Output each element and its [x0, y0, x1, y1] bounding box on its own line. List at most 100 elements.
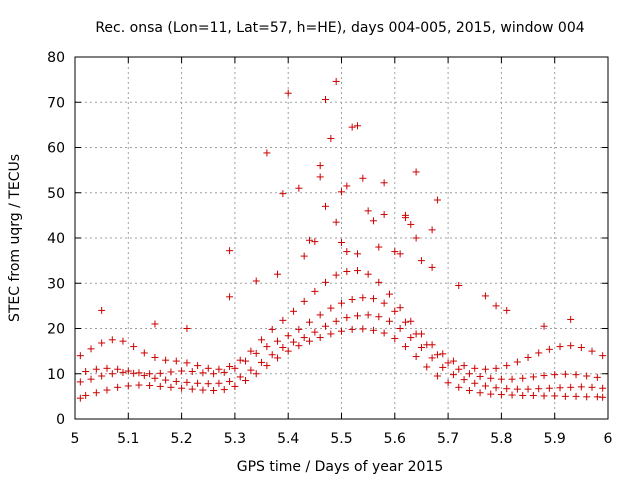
- data-point: [258, 358, 266, 366]
- data-point: [599, 352, 607, 360]
- data-point: [215, 365, 223, 373]
- data-point: [210, 386, 218, 394]
- data-point: [135, 369, 143, 377]
- data-point: [316, 162, 324, 170]
- data-point: [481, 292, 489, 300]
- data-point: [524, 385, 532, 393]
- data-point: [556, 343, 564, 351]
- data-point: [226, 247, 234, 255]
- data-point: [178, 367, 186, 375]
- data-point: [210, 370, 218, 378]
- data-point: [433, 351, 441, 359]
- data-point: [76, 394, 84, 402]
- data-point: [204, 380, 212, 388]
- data-point: [151, 374, 159, 382]
- data-point: [364, 207, 372, 215]
- data-point: [311, 238, 319, 246]
- data-point: [396, 250, 404, 258]
- data-point: [295, 184, 303, 192]
- data-point: [322, 322, 330, 330]
- data-point: [263, 343, 271, 351]
- data-point: [380, 299, 388, 307]
- data-point: [108, 336, 116, 344]
- data-point: [529, 373, 537, 381]
- data-point: [375, 243, 383, 251]
- data-point: [332, 77, 340, 85]
- data-point: [114, 383, 122, 391]
- data-point: [290, 307, 298, 315]
- data-point: [407, 220, 415, 228]
- data-point: [98, 306, 106, 314]
- data-point: [263, 362, 271, 370]
- data-point: [577, 344, 585, 352]
- data-point: [551, 371, 559, 379]
- grid-lines: [75, 57, 608, 419]
- data-point: [242, 357, 250, 365]
- data-point: [167, 368, 175, 376]
- data-point: [412, 234, 420, 242]
- x-tick-label: 5.9: [544, 431, 566, 447]
- data-point: [284, 347, 292, 355]
- data-point: [465, 370, 473, 378]
- data-point: [417, 330, 425, 338]
- data-point: [375, 313, 383, 321]
- data-point: [108, 370, 116, 378]
- data-point: [338, 188, 345, 196]
- data-point: [396, 325, 404, 332]
- data-point: [401, 214, 409, 222]
- data-point: [513, 385, 521, 393]
- data-point: [444, 359, 452, 367]
- x-tick-label: 5.5: [330, 431, 352, 447]
- data-point: [242, 377, 250, 385]
- data-point: [465, 386, 473, 394]
- data-point: [215, 379, 223, 387]
- data-point: [226, 293, 234, 301]
- data-point: [178, 384, 186, 392]
- data-point: [588, 383, 596, 391]
- data-point: [119, 368, 127, 376]
- data-point: [252, 370, 260, 378]
- data-point: [497, 375, 505, 383]
- data-point: [540, 372, 548, 380]
- data-point: [290, 338, 298, 346]
- data-point: [263, 149, 271, 157]
- y-tick-label: 50: [47, 186, 65, 202]
- data-point: [401, 343, 409, 351]
- y-axis-tick-labels: 0 10 20 30 40 50 60 70 80: [47, 50, 65, 428]
- data-point: [455, 282, 463, 290]
- data-point: [204, 364, 212, 372]
- data-point: [236, 356, 244, 364]
- data-point: [572, 371, 580, 379]
- data-point: [338, 327, 345, 335]
- data-point: [364, 270, 372, 278]
- data-point: [433, 196, 441, 204]
- data-point: [353, 250, 361, 258]
- data-point: [284, 332, 292, 340]
- data-point: [359, 174, 367, 182]
- data-point: [359, 325, 367, 333]
- data-point: [353, 267, 361, 275]
- data-point: [369, 295, 377, 303]
- x-axis-tick-labels: 5 5.1 5.2 5.3 5.4 5.5 5.6 5.7 5.8 5.9 6: [71, 431, 613, 447]
- data-point: [82, 367, 90, 375]
- data-point: [279, 190, 287, 198]
- data-point: [300, 297, 308, 305]
- data-point: [535, 385, 543, 393]
- data-point: [487, 390, 495, 398]
- data-point: [226, 363, 234, 371]
- data-point: [588, 347, 596, 355]
- data-point: [567, 315, 575, 323]
- data-point: [300, 252, 308, 260]
- x-tick-label: 5.3: [224, 431, 246, 447]
- data-point: [455, 365, 463, 373]
- data-point: [417, 344, 425, 352]
- data-point: [599, 384, 607, 392]
- x-axis-label: GPS time / Days of year 2015: [237, 459, 444, 475]
- data-point: [567, 342, 575, 350]
- data-point: [268, 351, 276, 359]
- data-point: [492, 302, 500, 310]
- data-point: [428, 354, 436, 362]
- data-point: [428, 226, 436, 234]
- data-point: [151, 320, 159, 328]
- x-tick-label: 5.4: [277, 431, 299, 447]
